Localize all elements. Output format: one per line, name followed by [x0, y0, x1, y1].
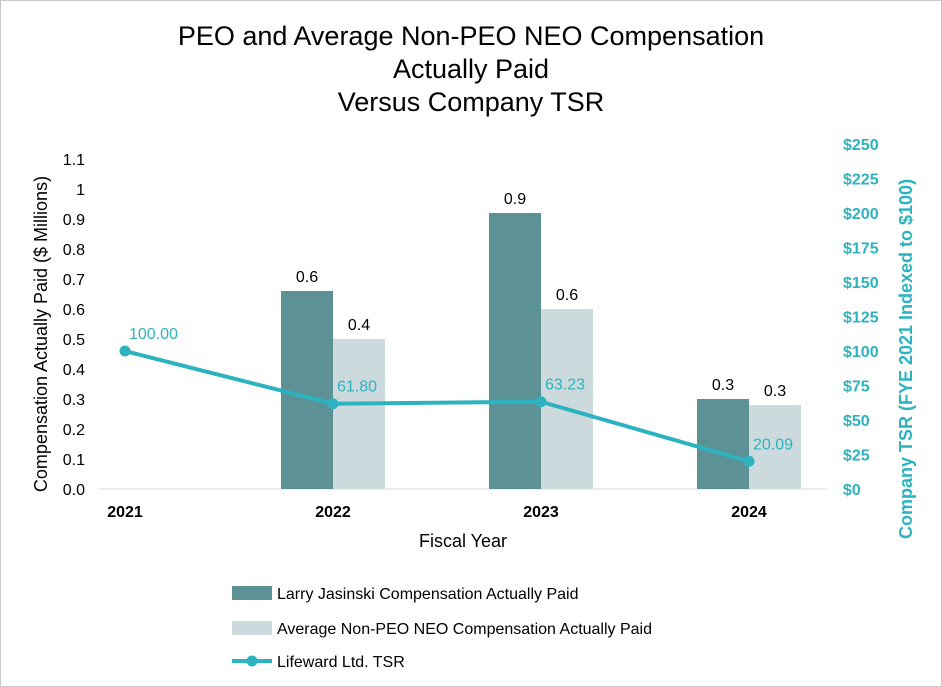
bar[interactable]: [541, 309, 593, 489]
y2-tick-label: $75: [843, 379, 870, 396]
y-tick-label: 1.1: [63, 152, 85, 169]
tsr-data-label: 61.80: [337, 379, 377, 396]
legend-item-peo[interactable]: Larry Jasinski Compensation Actually Pai…: [232, 586, 578, 603]
legend-swatch-peo: [232, 586, 272, 600]
y-tick-label: 0.6: [63, 302, 85, 319]
tsr-point[interactable]: [535, 396, 547, 408]
bar-data-label: 0.6: [556, 287, 578, 304]
bar[interactable]: [697, 399, 749, 489]
tsr-data-label: 20.09: [753, 436, 793, 453]
tsr-line-series: 100.00 61.80 63.23 20.09: [119, 326, 793, 467]
tsr-line: [124, 349, 750, 464]
bar[interactable]: [749, 405, 801, 489]
y2-tick-label: $175: [843, 241, 879, 258]
legend-item-tsr[interactable]: Lifeward Ltd. TSR: [232, 654, 405, 671]
legend-swatch-non-peo: [232, 621, 272, 635]
chart-title-line-1: PEO and Average Non-PEO NEO Compensation: [178, 21, 764, 51]
y2-tick-label: $225: [843, 172, 879, 189]
bar-data-label: 0.3: [764, 383, 786, 400]
x-axis-ticks: 2021 2022 2023 2024: [107, 504, 767, 521]
y-tick-label: 0.5: [63, 332, 85, 349]
y-tick-label: 0.8: [63, 242, 85, 259]
chart-title-line-2: Actually Paid: [393, 54, 549, 84]
y-axis-title: Compensation Actually Paid ($ Millions): [31, 176, 51, 492]
bar-series: 0.6 0.9 0.3 0.4 0.6 0.3: [281, 191, 801, 489]
legend-label-peo: Larry Jasinski Compensation Actually Pai…: [277, 586, 578, 603]
bar[interactable]: [333, 339, 385, 489]
tsr-point[interactable]: [743, 455, 755, 467]
x-axis-title: Fiscal Year: [419, 531, 507, 551]
y2-axis-ticks: $0 $25 $50 $75 $100 $125 $150 $175 $200 $225 $250: [843, 137, 879, 499]
y-tick-label: 0.1: [63, 452, 85, 469]
x-tick-label: 2022: [315, 504, 351, 521]
tsr-point[interactable]: [327, 398, 339, 410]
bar-data-label: 0.9: [504, 191, 526, 208]
y-tick-label: 0.7: [63, 272, 85, 289]
y-tick-label: 1: [76, 182, 85, 199]
bar[interactable]: [489, 213, 541, 489]
y-tick-label: 0.3: [63, 392, 85, 409]
y2-tick-label: $0: [843, 482, 861, 499]
y2-tick-label: $50: [843, 413, 870, 430]
y2-tick-label: $125: [843, 310, 879, 327]
x-tick-label: 2021: [107, 504, 143, 521]
x-tick-label: 2023: [523, 504, 559, 521]
tsr-data-label: 63.23: [545, 377, 585, 394]
bar-data-label: 0.6: [296, 269, 318, 286]
y2-tick-label: $25: [843, 448, 870, 465]
y2-tick-label: $100: [843, 344, 879, 361]
x-tick-label: 2024: [731, 504, 767, 521]
bar-data-label: 0.4: [348, 317, 370, 334]
y-tick-label: 0.4: [63, 362, 85, 379]
legend-marker-tsr: [246, 655, 258, 667]
bar-data-label: 0.3: [712, 377, 734, 394]
y-tick-label: 0.0: [63, 482, 85, 499]
legend: Larry Jasinski Compensation Actually Pai…: [232, 586, 652, 671]
y-tick-label: 0.2: [63, 422, 85, 439]
legend-item-non-peo[interactable]: Average Non-PEO NEO Compensation Actuall…: [232, 621, 652, 638]
y-tick-label: 0.9: [63, 212, 85, 229]
legend-label-tsr: Lifeward Ltd. TSR: [277, 654, 405, 671]
y2-tick-label: $250: [843, 137, 879, 154]
tsr-data-label: 100.00: [129, 326, 178, 343]
bar[interactable]: [281, 291, 333, 489]
tsr-point[interactable]: [119, 345, 131, 357]
y2-tick-label: $200: [843, 206, 879, 223]
chart-title-line-3: Versus Company TSR: [338, 87, 605, 117]
y2-tick-label: $150: [843, 275, 879, 292]
legend-label-non-peo: Average Non-PEO NEO Compensation Actuall…: [277, 621, 652, 638]
y2-axis-title: Company TSR (FYE 2021 Indexed to $100): [896, 179, 916, 539]
y-axis-ticks: 0.0 0.1 0.2 0.3 0.4 0.5 0.6 0.7 0.8 0.9 1 1.1: [63, 152, 85, 499]
